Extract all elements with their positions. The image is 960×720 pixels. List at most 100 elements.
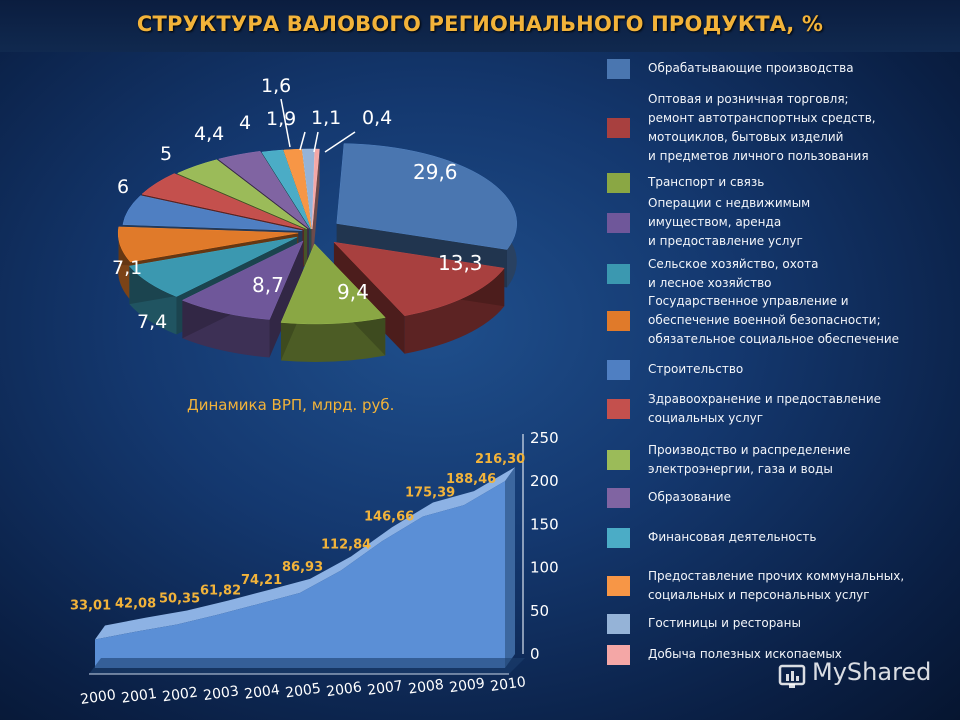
pie-leader-line <box>280 98 291 148</box>
pie-slice-label: 13,3 <box>438 251 483 275</box>
x-tick-label: 2005 <box>284 681 322 702</box>
legend-label: Оптовая и розничная торговля; ремонт авт… <box>648 92 876 163</box>
pie-slice-edge <box>312 149 320 268</box>
myshared-logo-icon <box>778 664 806 688</box>
area-data-label: 112,84 <box>321 538 371 553</box>
area-data-label: 216,30 <box>475 452 525 467</box>
pie-slice-label: 1,6 <box>261 75 291 97</box>
legend-swatch <box>607 645 630 665</box>
pie-slice-label: 1,1 <box>311 107 341 129</box>
pie-slice-top <box>336 143 517 250</box>
x-tick-label: 2006 <box>325 679 363 700</box>
pie-slice <box>181 240 304 358</box>
legend-label: Строительство <box>648 362 744 376</box>
legend-swatch <box>607 488 630 508</box>
pie-slice-label: 29,6 <box>413 160 458 184</box>
legend-swatch <box>607 399 630 419</box>
pie-slice-side <box>281 317 386 362</box>
title-bar <box>0 0 960 52</box>
x-tick-label: 2008 <box>407 677 445 698</box>
pie-slice-top <box>176 159 308 230</box>
pie-leader-line <box>299 131 306 151</box>
pie-slice-edge <box>333 242 405 354</box>
area-data-label: 146,66 <box>364 509 414 524</box>
pie-slice-top <box>261 149 311 230</box>
area-data-label: 86,93 <box>282 560 323 575</box>
legend-label: Гостиницы и рестораны <box>648 616 801 630</box>
y-tick-label: 100 <box>530 559 559 577</box>
legend-label: Предоставление прочих коммунальных, соци… <box>648 569 905 602</box>
x-tick-label: 2000 <box>79 687 117 708</box>
pie-slice-top <box>181 240 304 320</box>
pie-slice-label: 4,4 <box>194 123 224 145</box>
x-tick-label: 2010 <box>489 674 527 695</box>
pie-slice <box>280 243 386 362</box>
legend-swatch <box>607 59 630 79</box>
area-end-face <box>505 467 515 668</box>
pie-leader-line <box>313 131 319 153</box>
area-data-label: 175,39 <box>405 485 455 500</box>
pie-slice-top <box>122 195 303 231</box>
x-tick-label: 2004 <box>243 682 281 703</box>
legend-swatch <box>607 614 630 634</box>
legend-label: Образование <box>648 490 731 504</box>
y-tick-label: 250 <box>530 429 559 447</box>
legend-label: Государственное управление и обеспечение… <box>648 294 900 346</box>
pie-slice-top <box>217 151 310 229</box>
area-front-face <box>95 481 505 668</box>
pie-slice-top <box>117 226 299 263</box>
legend-label: Обрабатывающие производства <box>648 61 854 75</box>
y-tick-label: 0 <box>530 645 540 663</box>
pie-slice-top <box>141 173 304 230</box>
legend-label: Финансовая деятельность <box>648 530 817 544</box>
area-data-label: 74,21 <box>241 573 282 588</box>
legend-swatch <box>607 310 630 331</box>
x-tick-label: 2007 <box>366 678 404 699</box>
pie-slice-top <box>283 148 312 230</box>
x-tick-label: 2003 <box>202 683 240 704</box>
pie-slice-top <box>333 241 505 317</box>
legend-label: Операции с недвижимым имуществом, аренда… <box>648 196 811 248</box>
pie-chart: 29,6 13,3 9,4 8,7 7,4 7,1 6 5 4,4 4 1,9 1,6 1,1 0,4 <box>112 75 517 362</box>
legend-swatch <box>607 212 630 233</box>
pie-slice-label: 9,4 <box>337 280 369 304</box>
pie-slice-top <box>128 236 298 297</box>
area-data-label: 42,08 <box>115 597 156 612</box>
pie-slice-top <box>280 243 386 325</box>
legend-swatch <box>607 528 630 548</box>
page-title: СТРУКТУРА ВАЛОВОГО РЕГИОНАЛЬНОГО ПРОДУКТ… <box>136 12 824 36</box>
legend-swatch <box>607 576 630 596</box>
legend-swatch <box>607 360 630 380</box>
x-tick-label: 2001 <box>120 686 158 707</box>
area-chart-title: Динамика ВРП, млрд. руб. <box>187 396 395 414</box>
watermark-text: MyShared <box>812 658 932 686</box>
legend-label: Сельское хозяйство, охота и лесное хозяй… <box>648 257 819 290</box>
area-data-label: 188,46 <box>446 472 496 487</box>
area-data-label: 33,01 <box>70 598 111 613</box>
y-tick-label: 150 <box>530 515 559 533</box>
area-data-label: 50,35 <box>159 591 200 606</box>
legend-label: Здравоохранение и предоставление социаль… <box>648 392 882 425</box>
legend-swatch <box>607 450 630 470</box>
pie-slice-label: 8,7 <box>252 273 284 297</box>
pie-slice-label: 7,1 <box>112 257 142 279</box>
pie-slice-label: 5 <box>160 143 172 165</box>
x-tick-label: 2002 <box>161 685 199 706</box>
x-tick-label: 2009 <box>448 675 486 696</box>
pie-slice-label: 1,9 <box>266 108 296 130</box>
y-tick-label: 50 <box>530 602 549 620</box>
area-top-face <box>95 467 515 640</box>
legend-swatch <box>607 118 630 138</box>
pie-slice-label: 0,4 <box>362 107 392 129</box>
area-floor <box>89 658 525 674</box>
pie-slice-label: 7,4 <box>137 311 167 333</box>
y-tick-label: 200 <box>530 472 559 490</box>
pie-leader-line <box>324 131 356 153</box>
legend-swatch <box>607 264 630 284</box>
pie-slice-label: 6 <box>117 176 129 198</box>
area-data-label: 61,82 <box>200 584 241 599</box>
pie-slice-label: 4 <box>239 112 251 134</box>
legend-label: Производство и распределение электроэнер… <box>648 443 851 476</box>
legend-swatch <box>607 173 630 193</box>
